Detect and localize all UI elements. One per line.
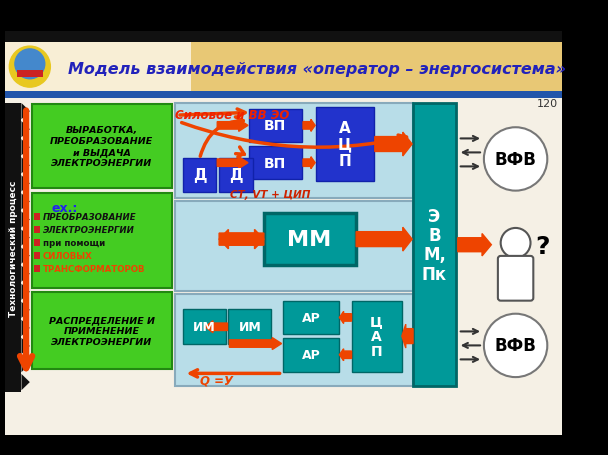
Text: ММ: ММ (288, 230, 332, 250)
Circle shape (9, 47, 50, 88)
Polygon shape (21, 248, 30, 264)
FancyBboxPatch shape (5, 91, 562, 99)
FancyBboxPatch shape (229, 309, 271, 345)
Polygon shape (21, 104, 30, 120)
FancyArrow shape (339, 349, 351, 361)
FancyBboxPatch shape (175, 202, 413, 292)
Text: ВП: ВП (264, 157, 286, 170)
Circle shape (500, 228, 531, 258)
FancyBboxPatch shape (219, 159, 253, 192)
FancyBboxPatch shape (5, 43, 562, 91)
FancyArrow shape (303, 157, 315, 169)
Text: Д: Д (193, 168, 206, 183)
FancyBboxPatch shape (0, 15, 567, 440)
FancyBboxPatch shape (5, 32, 562, 435)
FancyArrow shape (375, 133, 412, 157)
Text: СТ, VT + ЦИП: СТ, VT + ЦИП (230, 189, 311, 199)
Polygon shape (21, 284, 30, 300)
FancyBboxPatch shape (264, 213, 356, 266)
FancyBboxPatch shape (35, 240, 40, 246)
Polygon shape (21, 158, 30, 174)
FancyBboxPatch shape (351, 301, 402, 372)
FancyBboxPatch shape (183, 159, 216, 192)
Text: Модель взаимодействия «оператор – энергосистема»: Модель взаимодействия «оператор – энерго… (68, 62, 566, 77)
FancyBboxPatch shape (32, 293, 171, 369)
FancyBboxPatch shape (498, 256, 533, 301)
Circle shape (484, 128, 547, 191)
Text: РАСПРЕДЕЛЕНИЕ И
ПРИМЕНЕНИЕ
ЭЛЕКТРОЭНЕРГИИ: РАСПРЕДЕЛЕНИЕ И ПРИМЕНЕНИЕ ЭЛЕКТРОЭНЕРГИ… (49, 315, 154, 346)
FancyBboxPatch shape (35, 227, 40, 233)
FancyArrow shape (356, 228, 412, 252)
FancyArrow shape (229, 338, 282, 350)
Polygon shape (21, 266, 30, 282)
FancyBboxPatch shape (32, 105, 171, 188)
FancyArrow shape (339, 312, 351, 324)
Text: Э
В
М,
Пк: Э В М, Пк (422, 207, 447, 283)
Polygon shape (21, 176, 30, 192)
Text: ВФВ: ВФВ (495, 151, 536, 168)
Text: Технологический процесс: Технологический процесс (9, 180, 18, 316)
Polygon shape (21, 320, 30, 336)
FancyArrow shape (219, 230, 264, 249)
FancyArrow shape (402, 324, 413, 348)
Polygon shape (21, 140, 30, 156)
Text: 120: 120 (536, 99, 558, 109)
FancyBboxPatch shape (283, 301, 339, 334)
Text: Q =У: Q =У (201, 374, 233, 387)
FancyBboxPatch shape (175, 104, 413, 199)
Text: ?: ? (536, 234, 550, 258)
Text: Ц
А
П: Ц А П (370, 314, 383, 359)
Text: АР: АР (302, 311, 321, 324)
FancyBboxPatch shape (5, 43, 191, 91)
FancyBboxPatch shape (175, 294, 413, 386)
Text: ИМ: ИМ (238, 321, 261, 334)
FancyBboxPatch shape (17, 71, 43, 78)
FancyArrow shape (205, 321, 227, 333)
FancyBboxPatch shape (35, 253, 40, 259)
Polygon shape (21, 122, 30, 138)
FancyBboxPatch shape (413, 104, 456, 386)
FancyArrow shape (458, 234, 491, 256)
FancyArrow shape (217, 157, 248, 169)
FancyBboxPatch shape (283, 338, 339, 372)
Text: при помощи: при помощи (43, 239, 105, 248)
Polygon shape (21, 338, 30, 354)
Text: ВФВ: ВФВ (495, 337, 536, 354)
Polygon shape (21, 302, 30, 318)
Text: Д: Д (229, 168, 243, 183)
Text: А
Ц
П: А Ц П (338, 121, 352, 168)
Circle shape (15, 50, 45, 80)
Polygon shape (21, 356, 30, 372)
FancyBboxPatch shape (316, 107, 374, 182)
Text: СИЛОВЫХ: СИЛОВЫХ (43, 252, 92, 261)
Circle shape (484, 314, 547, 377)
Text: АР: АР (302, 349, 321, 361)
Text: ИМ: ИМ (193, 321, 216, 334)
Text: ex.:: ex.: (51, 202, 78, 214)
Polygon shape (21, 212, 30, 228)
FancyBboxPatch shape (249, 109, 302, 143)
FancyArrow shape (219, 230, 264, 249)
Text: Силовое и ВВ ЭО: Силовое и ВВ ЭО (175, 108, 289, 121)
Text: ЭЛЕКТРОЭНЕРГИИ: ЭЛЕКТРОЭНЕРГИИ (43, 226, 135, 235)
Text: ТРАНСФОРМАТОРОВ: ТРАНСФОРМАТОРОВ (43, 265, 145, 274)
FancyBboxPatch shape (249, 147, 302, 180)
FancyBboxPatch shape (5, 104, 21, 392)
FancyArrow shape (303, 120, 315, 132)
Text: ВП: ВП (264, 119, 286, 133)
FancyBboxPatch shape (35, 266, 40, 272)
FancyBboxPatch shape (35, 213, 40, 220)
FancyArrow shape (217, 120, 248, 132)
Polygon shape (21, 374, 30, 390)
Text: ВЫРАБОТКА,
ПРЕОБРАЗОВАНИЕ
и ВЫДАЧА
ЭЛЕКТРОЭНЕРГИИ: ВЫРАБОТКА, ПРЕОБРАЗОВАНИЕ и ВЫДАЧА ЭЛЕКТ… (50, 126, 153, 167)
FancyBboxPatch shape (183, 309, 226, 345)
Polygon shape (21, 194, 30, 210)
Polygon shape (21, 230, 30, 246)
FancyBboxPatch shape (32, 193, 171, 288)
FancyBboxPatch shape (5, 32, 562, 43)
Text: ПРЕОБРАЗОВАНИЕ: ПРЕОБРАЗОВАНИЕ (43, 213, 137, 222)
